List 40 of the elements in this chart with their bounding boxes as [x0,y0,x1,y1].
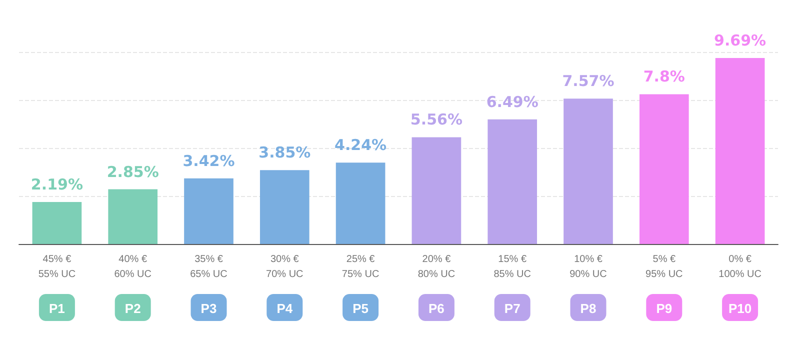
data-label: 4.24% [334,136,387,154]
text: P7 [504,301,520,316]
text: P8 [580,301,596,316]
bar [184,178,234,244]
bar [336,162,386,244]
data-label: 7.57% [562,72,614,90]
bar [488,119,538,244]
x-tick-label: 5% € 95% UC [646,254,683,280]
data-label: 6.49% [486,92,538,111]
x-tick-label: 15% € 85% UC [494,254,531,280]
bar [715,58,765,244]
bar [32,202,82,244]
x-tick-label: 35% € 65% UC [190,254,228,280]
bar [639,94,689,244]
bar [108,189,158,244]
text: P9 [656,301,672,316]
bar [564,98,613,244]
data-label: 9.69% [714,31,766,50]
text: P1 [48,301,65,316]
data-label: 2.19% [30,175,83,194]
x-tick-label: 40% € 60% UC [114,254,152,280]
x-tick-label: 45% € 55% UC [38,254,76,280]
text: P2 [124,301,141,316]
text: P4 [276,301,294,316]
text: P5 [352,301,369,316]
data-label: 3.85% [258,144,311,162]
x-tick-label: 10% € 90% UC [570,254,607,280]
x-tick-label: 30% € 70% UC [266,254,304,280]
x-tick-label: 25% € 75% UC [342,254,380,280]
x-tick-label: 0% € 100% UC [718,254,762,280]
bar [412,137,462,244]
data-label: 5.56% [410,110,462,129]
data-label: 2.85% [106,162,159,181]
data-label: 7.8% [643,68,685,86]
text: P6 [428,301,444,316]
text: P3 [200,301,217,316]
x-tick-label: 20% € 80% UC [418,254,456,280]
bar [260,170,310,244]
text: P10 [728,301,752,316]
data-label: 3.42% [182,152,235,170]
